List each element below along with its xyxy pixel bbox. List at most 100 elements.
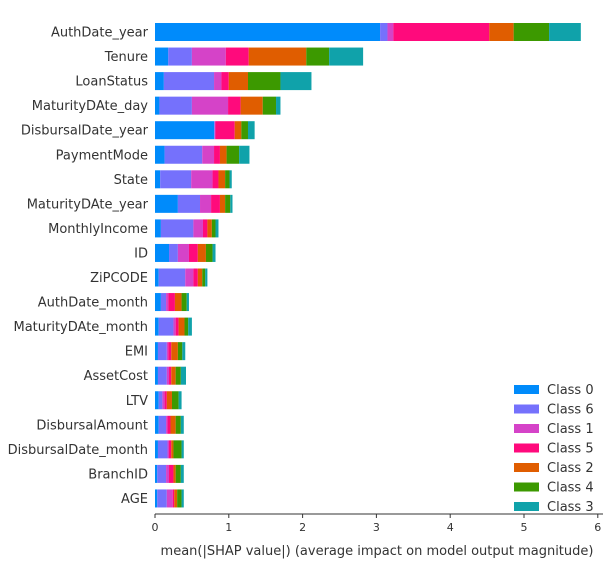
bar-segment (219, 145, 227, 164)
x-tick-label: 1 (225, 521, 232, 534)
bar-segment (211, 219, 216, 238)
x-tick-label: 0 (152, 521, 159, 534)
bar-segment (180, 415, 184, 434)
bar-segment (185, 268, 194, 287)
y-tick-label: DisbursalDate_year (21, 124, 149, 139)
bar-segment (155, 47, 169, 66)
bar-segment (202, 145, 215, 164)
y-tick-label: State (114, 173, 148, 188)
bar-segment (247, 121, 255, 140)
bar-segment (205, 243, 213, 262)
legend-label: Class 5 (547, 442, 594, 457)
bar-segment (188, 243, 198, 262)
bar-segment (158, 391, 163, 410)
legend-swatch (514, 463, 539, 472)
bar-segment (155, 170, 161, 189)
bar-segment (175, 366, 181, 385)
legend: Class 0 Class 6 Class 1 Class 5 Class 2 Class… (514, 383, 594, 515)
legend-label: Class 3 (547, 500, 594, 515)
legend-swatch (514, 443, 539, 453)
bar-segment (157, 464, 167, 483)
bar-segment (221, 72, 229, 91)
bar-segment (166, 366, 170, 385)
bar-segment (219, 194, 226, 213)
y-tick-labels: AuthDate_year Tenure LoanStatus MaturityDAt… (8, 26, 149, 507)
legend-swatch (514, 482, 539, 492)
bar-segment (489, 23, 514, 41)
bar-segment (193, 219, 203, 238)
x-tick-label: 5 (521, 521, 528, 534)
bar-segment (177, 342, 183, 361)
bar-segment (175, 464, 181, 483)
y-tick-label: MaturityDAte_year (27, 197, 149, 212)
bar-segment (202, 268, 206, 287)
bar-segment (169, 464, 174, 483)
y-tick-label: Tenure (104, 50, 148, 65)
bar-segment (166, 464, 170, 483)
y-tick-label: AuthDate_year (51, 26, 149, 41)
y-tick-label: LTV (126, 394, 148, 409)
bar-segment (155, 145, 165, 164)
bar-segment (177, 194, 201, 213)
bar-segment (166, 415, 168, 434)
legend-label: Class 1 (547, 422, 594, 437)
bar-segment (166, 293, 169, 312)
bar-segment (214, 121, 215, 140)
bar-segment (171, 342, 178, 361)
bar-segment (276, 96, 281, 115)
bar-segment (239, 145, 250, 164)
bar-segment (387, 23, 394, 41)
bar-segment (155, 72, 164, 91)
bar-segment (157, 440, 168, 459)
bar-segment (549, 23, 581, 41)
legend-swatch (514, 424, 539, 433)
bar-segment (170, 415, 176, 434)
bar-segment (230, 194, 233, 213)
bar-segment (215, 219, 219, 238)
bar-segment (197, 268, 203, 287)
bar-segment (164, 391, 167, 410)
legend-label: Class 0 (547, 383, 594, 398)
bar-segment (169, 440, 172, 459)
bar-segment (155, 293, 161, 312)
bar-segment (200, 194, 212, 213)
bar-segment (188, 317, 192, 336)
bar-segment (175, 415, 181, 434)
legend-label: Class 6 (547, 403, 594, 418)
bar-segment (155, 489, 158, 508)
bar-segment (181, 293, 187, 312)
bar-segment (160, 219, 194, 238)
bar-segment (197, 243, 206, 262)
bar-segment (205, 268, 208, 287)
bar-segment (228, 96, 241, 115)
x-axis-label: mean(|SHAP value|) (average impact on mo… (161, 544, 594, 559)
bar-segment (280, 72, 312, 91)
bar-segment (393, 23, 490, 41)
y-tick-label: BranchID (88, 467, 148, 482)
bar-segment (184, 317, 189, 336)
bar-segment (155, 194, 178, 213)
bar-segment (513, 23, 550, 41)
bar-segment (191, 47, 226, 66)
bar-segment (158, 317, 174, 336)
y-tick-label: ZiPCODE (90, 271, 148, 286)
bar-segment (157, 489, 167, 508)
bar-segment (155, 121, 215, 140)
bar-segment (162, 391, 165, 410)
bar-segment (212, 170, 219, 189)
bar-segment (173, 464, 176, 483)
bar-segment (193, 268, 198, 287)
y-tick-label: AuthDate_month (38, 296, 148, 311)
bar-segment (157, 342, 167, 361)
y-tick-label: AssetCost (84, 369, 148, 384)
bar-segment (167, 415, 171, 434)
bar-segment (155, 366, 158, 385)
bar-segment (173, 317, 176, 336)
x-tick-label: 2 (299, 521, 306, 534)
bar-segment (168, 342, 172, 361)
bar-segment (158, 268, 186, 287)
x-tick-label: 4 (447, 521, 454, 534)
bar-segment (181, 489, 184, 508)
